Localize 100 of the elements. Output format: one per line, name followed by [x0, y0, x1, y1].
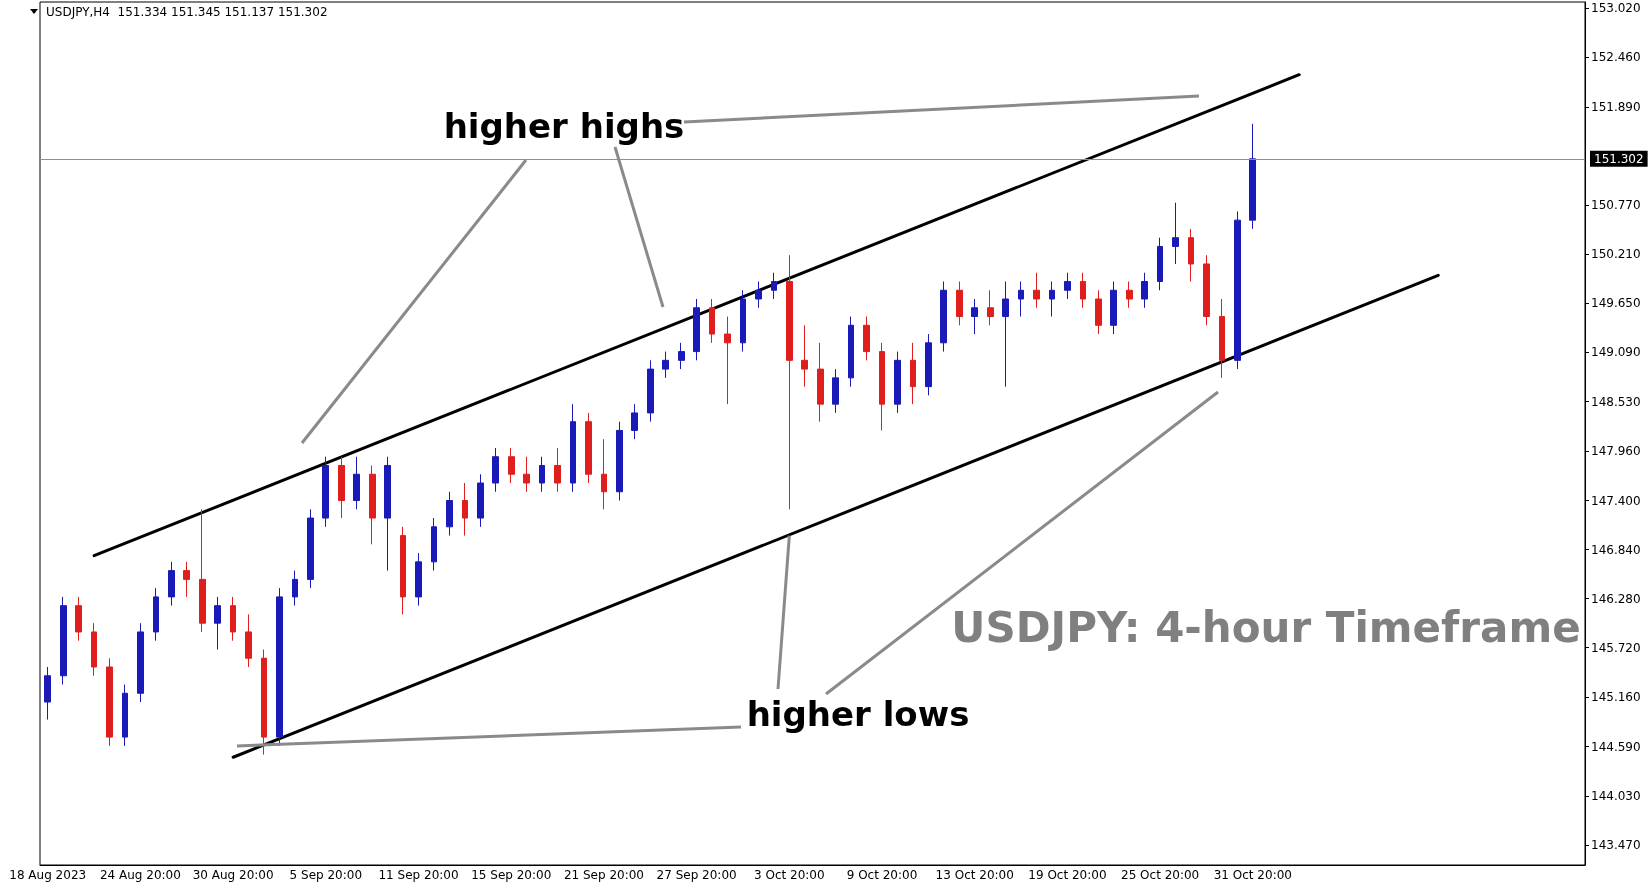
y-tick-label: 144.030 — [1591, 788, 1641, 803]
candlestick — [662, 351, 669, 379]
candlestick — [214, 596, 221, 650]
x-tick-label: 18 Aug 2023 — [9, 868, 87, 882]
candlestick — [307, 508, 314, 589]
candlestick — [338, 456, 345, 519]
candlestick — [462, 482, 468, 537]
candlestick — [1249, 123, 1256, 230]
candlestick — [879, 342, 885, 431]
candlestick — [971, 298, 978, 335]
candlestick — [384, 456, 391, 572]
candlestick — [848, 316, 854, 388]
candlestick — [678, 342, 685, 370]
y-tick-label: 147.960 — [1591, 444, 1641, 459]
candlestick — [523, 456, 530, 493]
candlestick — [801, 324, 808, 388]
candlestick — [492, 447, 499, 493]
candlestick — [400, 526, 406, 615]
y-tick-label: 149.090 — [1591, 345, 1641, 360]
candlestick — [925, 333, 932, 396]
candlestick — [987, 289, 994, 326]
y-tick-label: 151.890 — [1591, 100, 1641, 115]
candlestick — [1203, 254, 1210, 326]
candlestick — [585, 412, 592, 484]
annotation: USDJPY: 4-hour Timeframe — [951, 602, 1581, 652]
candlestick — [570, 403, 576, 493]
candlestick — [894, 351, 901, 414]
candlestick — [1064, 272, 1071, 300]
x-tick-label: 24 Aug 20:00 — [99, 868, 181, 882]
y-tick-label: 149.650 — [1591, 296, 1641, 311]
candlestick — [1018, 280, 1024, 318]
candlestick — [786, 254, 793, 510]
candlestick — [724, 316, 731, 405]
candlestick — [1110, 280, 1117, 335]
y-tick-label: 143.470 — [1591, 837, 1641, 852]
candlestick — [183, 561, 190, 598]
x-tick-label: 5 Sep 20:00 — [289, 868, 363, 882]
candlestick — [832, 368, 839, 414]
candlestick — [477, 473, 484, 528]
x-tick-label: 13 Oct 20:00 — [935, 868, 1014, 882]
x-tick-label: 21 Sep 20:00 — [563, 868, 644, 882]
x-tick-label: 30 Aug 20:00 — [192, 868, 274, 882]
candlestick — [199, 508, 206, 633]
candlestick — [771, 272, 777, 300]
candlestick — [601, 438, 607, 510]
candlestick — [554, 447, 561, 493]
y-tick-label: 153.020 — [1591, 1, 1641, 16]
candlestick — [261, 648, 267, 756]
candlestick — [616, 421, 623, 502]
y-tick-label: 150.210 — [1591, 247, 1641, 262]
candlestick — [1080, 272, 1086, 309]
candlestick — [369, 464, 376, 545]
candlestick — [122, 684, 128, 747]
candlestick — [75, 596, 82, 642]
x-tick-label: 25 Oct 20:00 — [1121, 868, 1200, 882]
candlestick — [1157, 237, 1163, 291]
candlestick — [106, 657, 113, 747]
candlestick — [446, 491, 453, 537]
candlestick — [940, 280, 947, 353]
candlestick — [956, 280, 963, 326]
annotation: higher lows — [746, 694, 970, 734]
candlestick — [44, 666, 51, 721]
ref-line-label: 151.302 — [1594, 151, 1644, 166]
y-tick-label: 144.590 — [1591, 739, 1641, 754]
candlestick — [153, 587, 159, 642]
candlestick — [508, 447, 515, 484]
candlestick — [863, 316, 870, 361]
candlestick — [1234, 210, 1241, 370]
candlestick — [1033, 272, 1040, 309]
x-tick-label: 27 Sep 20:00 — [656, 868, 737, 882]
y-tick-label: 146.280 — [1591, 591, 1641, 606]
y-tick-label: 152.460 — [1591, 50, 1641, 65]
chart-title: USDJPY,H4 151.334 151.345 151.137 151.302 — [46, 5, 328, 19]
candlestick — [693, 298, 700, 361]
candlestick — [322, 456, 329, 528]
candlestick — [1219, 298, 1225, 379]
candlestick — [245, 613, 252, 668]
candlestick — [292, 570, 298, 607]
y-tick-label: 147.400 — [1591, 493, 1641, 508]
candlestick — [539, 456, 545, 493]
candlestick — [230, 596, 236, 642]
x-tick-label: 11 Sep 20:00 — [378, 868, 459, 882]
candlestick — [1126, 280, 1133, 309]
x-tick-label: 31 Oct 20:00 — [1213, 868, 1292, 882]
candlestick — [137, 622, 144, 703]
x-tick-label: 19 Oct 20:00 — [1028, 868, 1107, 882]
candlestick — [1188, 228, 1194, 282]
candlestick — [60, 596, 67, 686]
candlestick — [1002, 280, 1009, 388]
x-tick-label: 15 Sep 20:00 — [471, 868, 552, 882]
candlestick — [1141, 272, 1148, 309]
y-tick-label: 145.720 — [1591, 640, 1641, 655]
candlestick — [91, 622, 97, 677]
y-tick-label: 145.160 — [1591, 689, 1641, 704]
x-tick-label: 9 Oct 20:00 — [846, 868, 918, 882]
candlestick — [709, 298, 715, 344]
candlestick — [647, 359, 654, 423]
candlestick — [755, 280, 762, 309]
candlestick — [1172, 202, 1179, 265]
y-tick-label: 146.840 — [1591, 542, 1641, 557]
